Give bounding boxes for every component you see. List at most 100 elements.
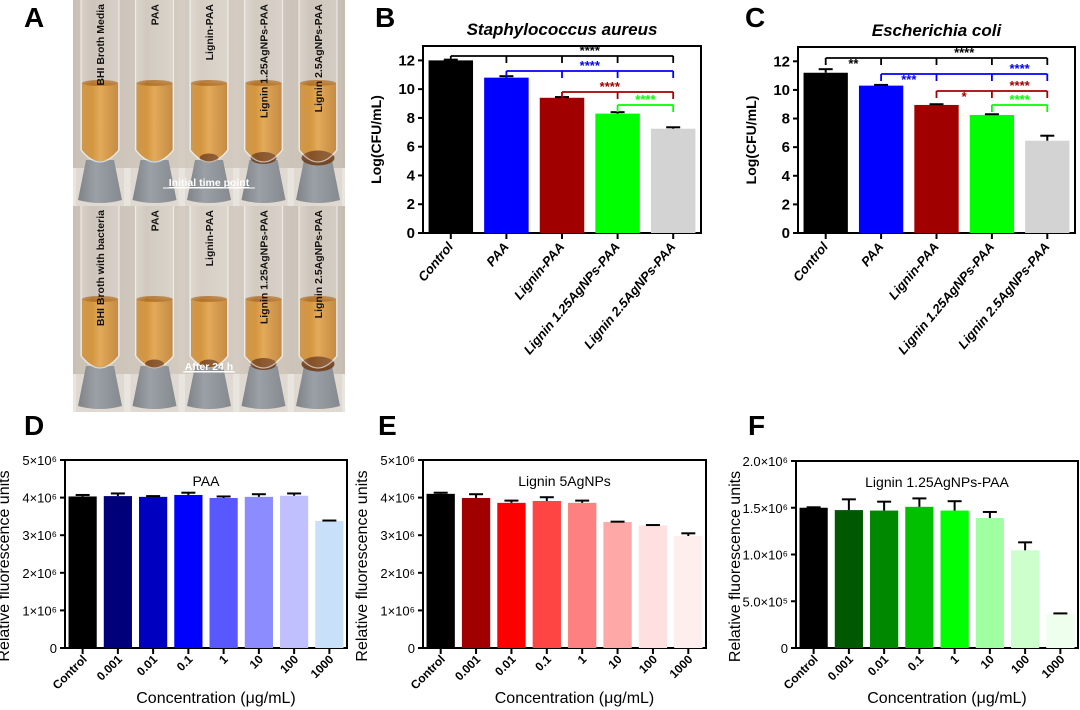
bar	[539, 97, 585, 234]
x-tick-label: Lignin 1.25AgNPs-PAA	[521, 239, 623, 357]
y-tick-label: 12	[773, 53, 790, 70]
x-tick-label: 10	[605, 652, 625, 672]
tube-label: BHI Broth Media	[95, 4, 107, 86]
x-tick-label: 0.001	[94, 652, 125, 683]
y-tick-label: 0	[407, 225, 415, 242]
y-tick-label: 6	[782, 139, 790, 156]
bar	[484, 77, 529, 234]
y-tick-label: 4	[407, 167, 416, 184]
tube-glass	[189, 206, 229, 369]
bar	[870, 510, 899, 648]
x-tick-label: Control	[408, 652, 448, 692]
tube-holder	[296, 160, 340, 203]
y-tick-label: 4×10⁶	[22, 491, 57, 506]
x-tick-label: 1	[947, 652, 962, 667]
tube-label: Lignin-PAA	[204, 4, 216, 61]
panel-label-f: F	[748, 410, 766, 441]
bar	[650, 128, 696, 233]
significance-label: ****	[1009, 61, 1030, 76]
significance-label: ****	[580, 58, 601, 73]
tube-glass	[80, 0, 120, 163]
y-tick-label: 0	[782, 225, 790, 242]
bar	[315, 520, 344, 648]
chart-title: Lignin 1.25AgNPs-PAA	[865, 474, 1009, 490]
chart-title: Escherichia coli	[872, 21, 1003, 40]
bar	[103, 496, 132, 648]
y-axis-label: Relative fluorescence units	[354, 470, 371, 661]
chart-title: Staphylococcus aureus	[467, 20, 658, 39]
photo-caption: Initial time point	[169, 177, 250, 189]
test-tube	[76, 206, 124, 412]
y-tick-label: 6	[407, 139, 415, 156]
significance-label: *	[962, 89, 968, 104]
y-tick-label: 10	[398, 81, 415, 98]
x-tick-label: 1000	[308, 652, 337, 681]
x-tick-label: PAA	[858, 239, 887, 269]
chart-e: Lignin 5AgNPs 0 1×10⁶ 2×10⁶ 3×10⁶ 4×10⁶ 5×10⁶ R…	[354, 453, 707, 707]
plot-frame	[422, 459, 707, 649]
tube-photograph: BHI Broth Media PAA Lignin-PAA Lignin 1.25A…	[73, 0, 345, 412]
chart-title: Lignin 5AgNPs	[518, 473, 611, 489]
panel-label-d: D	[24, 410, 45, 441]
x-tick-label: Lignin 1.25AgNPs-PAA	[895, 239, 997, 357]
x-axis-label: Concentration (μg/mL)	[867, 690, 1027, 707]
significance-label: ****	[635, 92, 656, 107]
y-axis-label: Log(CFU/mL)	[743, 96, 759, 185]
bar	[174, 494, 203, 648]
bar	[799, 507, 828, 648]
x-tick-label: PAA	[483, 239, 512, 269]
significance-label: ***	[901, 72, 917, 87]
y-axis-label: Relative fluorescence units	[0, 470, 13, 661]
chart-c: Escherichia coli 0 2 4 6 8 10 12 Log(CFU/mL) Cont…	[743, 21, 1076, 357]
bar	[674, 535, 703, 648]
panel-label-c: C	[745, 2, 766, 33]
tube-label: BHI Broth with bacteria	[95, 210, 107, 326]
y-tick-label: 0	[408, 641, 415, 656]
y-tick-label: 1×10⁶	[380, 603, 415, 618]
bar	[1011, 550, 1040, 648]
y-tick-label: 4	[782, 168, 791, 185]
tube-label: Lignin 1.25AgNPs-PAA	[259, 4, 271, 119]
tube-holder	[78, 366, 122, 409]
x-tick-label: 0.001	[452, 652, 483, 683]
chart-b: Staphylococcus aureus 0 2 4 6 8 10 12 Log(CFU/mL…	[368, 20, 702, 357]
tube-glass	[80, 206, 120, 369]
tube-holder	[132, 160, 177, 203]
panel-label-e: E	[378, 410, 397, 441]
y-tick-label: 12	[398, 52, 415, 69]
tube-holder	[241, 160, 286, 203]
y-tick-label: 0	[50, 641, 57, 656]
photo-initial-time-point: BHI Broth Media PAA Lignin-PAA Lignin 1.25A…	[73, 0, 345, 206]
bar	[905, 506, 934, 648]
tube-holder	[132, 366, 177, 409]
bar	[1046, 613, 1075, 648]
significance-label: ****	[1009, 78, 1030, 93]
tube-holder	[296, 366, 340, 409]
test-tube	[185, 206, 233, 412]
tube-label: Lignin-PAA	[204, 210, 216, 267]
x-tick-label: Control	[781, 652, 821, 692]
tube-holder	[187, 160, 231, 203]
test-tube	[294, 206, 342, 412]
bar	[914, 104, 959, 233]
y-tick-label: 1.5×10⁶	[743, 501, 788, 516]
x-tick-label: 1	[575, 652, 590, 667]
y-axis-label: Relative fluorescence units	[727, 471, 744, 662]
y-tick-label: 3×10⁶	[380, 528, 415, 543]
y-tick-label: 8	[407, 110, 415, 127]
x-tick-label: 1000	[667, 652, 696, 681]
y-tick-label: 0	[781, 641, 788, 656]
tube-glass	[134, 206, 175, 369]
bar	[532, 500, 561, 648]
x-tick-label: 1	[216, 652, 231, 667]
x-tick-label: 0.1	[174, 652, 196, 674]
test-tube	[239, 206, 288, 412]
test-tube	[130, 206, 179, 412]
tube-holder	[241, 366, 286, 409]
x-tick-label: Lignin-PAA	[885, 239, 941, 302]
chart-title: PAA	[193, 473, 221, 489]
tube-label: Lignin 2.5AgNPs-PAA	[313, 210, 325, 319]
bar	[428, 60, 474, 234]
y-tick-label: 5.0×10⁵	[742, 594, 788, 609]
x-tick-label: 10	[978, 652, 998, 672]
